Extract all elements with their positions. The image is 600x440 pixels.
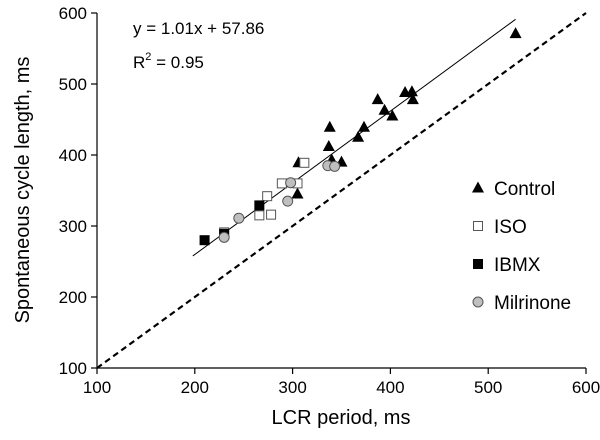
plot-area: 100 200 300 400 500 600 100 200 300 400 500 600 [59, 4, 600, 397]
equation-label: y = 1.01x + 57.86 [133, 19, 264, 38]
legend: Control ISO IBMX Milrinone [472, 179, 571, 314]
y-axis-ticks: 100 200 300 400 500 600 [59, 4, 97, 378]
milrinone-point [329, 160, 341, 172]
control-point [352, 130, 365, 142]
r-squared-superscript: 2 [145, 51, 151, 63]
legend-label: Control [494, 179, 555, 200]
x-tick-label: 400 [376, 378, 404, 397]
iso-point [262, 191, 273, 202]
y-tick-label: 500 [59, 75, 87, 94]
regression-line [192, 18, 516, 257]
legend-marker-control [472, 181, 484, 193]
control-point [509, 27, 522, 39]
y-tick-label: 100 [59, 359, 87, 378]
legend-item-ibmx: IBMX [473, 255, 541, 276]
r-squared-prefix: R [133, 53, 145, 72]
iso-point [276, 178, 287, 189]
y-tick-label: 600 [59, 4, 87, 23]
x-tick-label: 300 [278, 378, 306, 397]
legend-label: IBMX [494, 255, 541, 276]
milrinone-point [282, 195, 294, 207]
series-control [291, 27, 522, 199]
y-tick-label: 400 [59, 146, 87, 165]
x-axis-ticks: 100 200 300 400 500 600 [83, 368, 600, 397]
control-point [406, 93, 419, 105]
ibmx-point [254, 200, 265, 211]
x-tick-label: 600 [572, 378, 600, 397]
data-points [199, 27, 522, 246]
legend-label: Milrinone [494, 293, 571, 314]
legend-label: ISO [494, 217, 527, 238]
identity-dashed-line [96, 12, 587, 369]
ibmx-point [199, 235, 210, 246]
iso-point [254, 210, 265, 221]
control-point [291, 187, 304, 199]
legend-item-iso: ISO [473, 217, 527, 238]
legend-item-milrinone: Milrinone [472, 293, 571, 314]
milrinone-point [285, 177, 297, 189]
control-point [371, 93, 384, 105]
control-point [322, 139, 335, 151]
x-tick-label: 200 [181, 378, 209, 397]
control-point [378, 103, 391, 115]
y-tick-label: 200 [59, 288, 87, 307]
x-axis-title: LCR period, ms [272, 407, 411, 429]
series-ibmx [199, 200, 265, 246]
x-tick-label: 100 [83, 378, 111, 397]
y-tick-label: 300 [59, 217, 87, 236]
y-axis-title: Spontaneous cycle length, ms [12, 57, 34, 324]
milrinone-point [218, 231, 230, 243]
milrinone-point [233, 212, 245, 224]
x-tick-label: 500 [474, 378, 502, 397]
control-point [386, 109, 399, 121]
control-point [405, 85, 418, 97]
legend-marker-ibmx [473, 259, 483, 269]
control-point [357, 120, 370, 132]
legend-marker-iso [473, 221, 483, 231]
iso-point [299, 157, 310, 168]
r-squared-label: R2 = 0.95 [133, 51, 204, 72]
legend-item-control: Control [472, 179, 555, 200]
legend-marker-milrinone [472, 296, 484, 308]
control-point [323, 120, 336, 132]
iso-point [266, 209, 277, 220]
r-squared-value: = 0.95 [151, 53, 203, 72]
series-milrinone [218, 160, 341, 243]
